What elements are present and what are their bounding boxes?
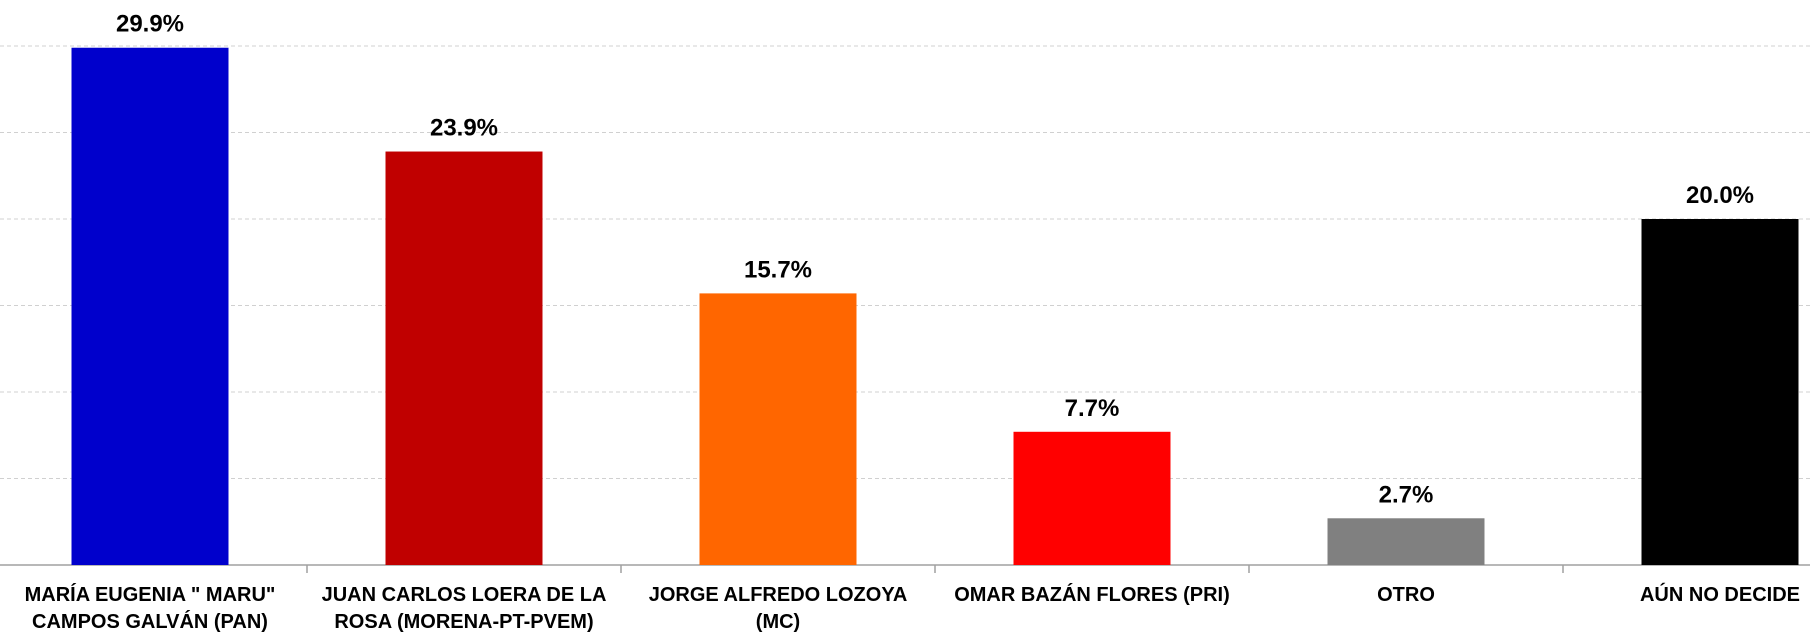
x-tick-label: JUAN CARLOS LOERA DE LA ROSA (MORENA-PT-… [321, 584, 607, 633]
bar [1327, 518, 1485, 565]
x-tick-label: AÚN NO DECIDE [1639, 584, 1800, 606]
bar [1013, 431, 1171, 565]
x-tick-label: OTRO [1377, 584, 1435, 606]
x-tick-label: JORGE ALFREDO LOZOYA (MC) [648, 584, 908, 633]
data-label: 23.9% [430, 115, 498, 142]
data-label: 20.0% [1686, 182, 1754, 209]
data-label: 7.7% [1065, 395, 1120, 422]
data-label: 2.7% [1379, 481, 1434, 508]
data-label: 29.9% [116, 11, 184, 38]
data-label: 15.7% [744, 256, 812, 283]
x-tick-label: MARÍA EUGENIA " MARU" CAMPOS GALVÁN (PAN… [24, 584, 276, 633]
x-tick-label: OMAR BAZÁN FLORES (PRI) [954, 584, 1230, 606]
bar [1641, 219, 1799, 565]
bar [699, 293, 857, 565]
bar [71, 47, 229, 566]
bar [385, 151, 543, 565]
